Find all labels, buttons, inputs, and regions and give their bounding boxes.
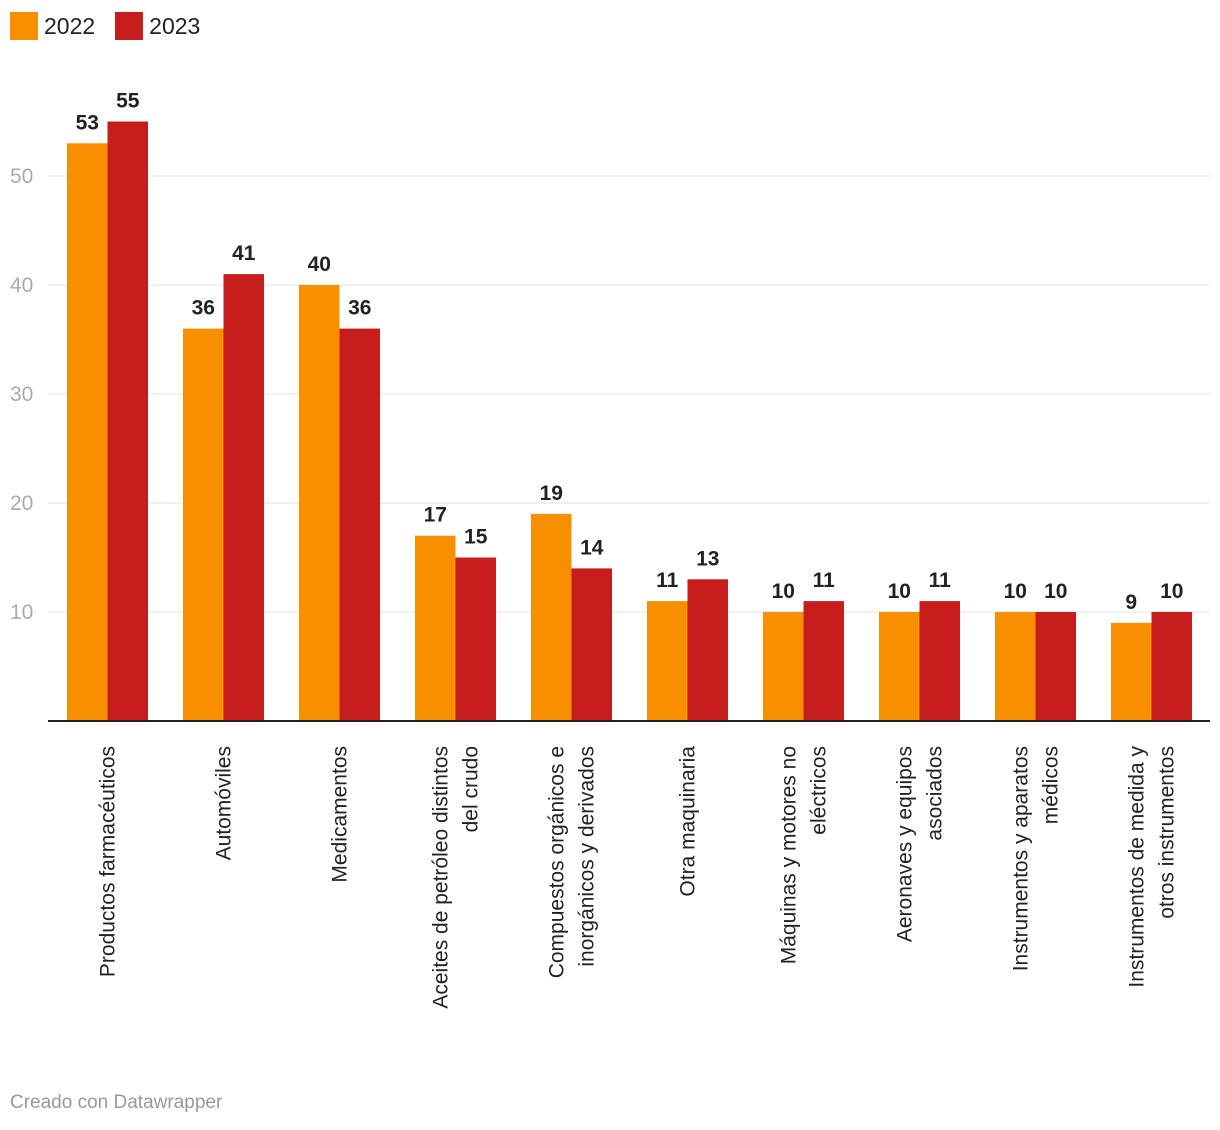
bar-2022-6 <box>763 612 804 721</box>
bar-2022-5 <box>647 601 688 721</box>
legend-swatch-2023 <box>115 12 144 40</box>
value-label-2022-2: 40 <box>308 253 331 276</box>
value-label-2022-4: 19 <box>540 482 563 505</box>
y-tick-label-20: 20 <box>10 492 33 515</box>
legend-label-2023: 2023 <box>149 12 201 39</box>
x-tick-label-4: Compuestos orgánicos e inorgánicos y deri… <box>546 746 599 978</box>
legend-swatch-2022 <box>10 12 38 40</box>
bar-2022-3 <box>415 535 456 721</box>
legend: 2022 2023 <box>10 12 200 40</box>
x-tick-label-1: Automóviles <box>213 746 236 860</box>
x-tick-label-3: Aceites de petróleo distintos del crudo <box>430 746 483 1009</box>
y-tick-label-50: 50 <box>10 165 33 188</box>
x-tick-label-9: Instrumentos de medida y otros instrument… <box>1126 746 1179 988</box>
value-label-2022-0: 53 <box>76 111 99 134</box>
bar-2022-1 <box>183 328 224 721</box>
bar-2023-5 <box>687 579 728 721</box>
footer-credit[interactable]: Creado con Datawrapper <box>10 1092 223 1113</box>
bar-2023-7 <box>919 601 960 721</box>
x-tick-label-8: Instrumentos y aparatos médicos <box>1010 746 1063 971</box>
value-label-2022-5: 11 <box>656 569 679 592</box>
x-tick-label-0: Productos farmacéuticos <box>97 746 120 977</box>
bar-2023-2 <box>339 328 380 721</box>
value-label-2022-3: 17 <box>424 504 447 527</box>
bar-2023-0 <box>107 121 148 721</box>
value-label-2022-1: 36 <box>192 297 215 320</box>
bar-2023-1 <box>223 274 264 721</box>
value-label-2023-9: 10 <box>1160 580 1183 603</box>
x-tick-label-5: Otra maquinaria <box>677 746 700 897</box>
x-tick-label-2: Medicamentos <box>329 746 352 883</box>
legend-item-2023[interactable]: 2023 <box>115 12 200 40</box>
legend-item-2022[interactable]: 2022 <box>10 12 95 40</box>
bar-2022-7 <box>879 612 920 721</box>
bar-2023-4 <box>571 568 612 721</box>
value-label-2023-2: 36 <box>348 297 371 320</box>
bar-2022-0 <box>67 143 108 722</box>
bar-2022-4 <box>531 513 572 721</box>
bar-2022-8 <box>995 612 1036 721</box>
y-tick-label-40: 40 <box>10 274 33 297</box>
x-tick-label-7: Aeronaves y equipos asociados <box>894 746 947 942</box>
value-label-2023-6: 11 <box>813 569 836 592</box>
value-label-2023-7: 11 <box>929 569 952 592</box>
value-label-2023-4: 14 <box>580 536 604 559</box>
bar-chart: 10 20 30 40 50 53 55 Productos farmacéuticos 36 4… <box>10 90 1210 1009</box>
bar-2023-9 <box>1151 612 1192 721</box>
bar-2023-8 <box>1035 612 1076 721</box>
value-label-2023-5: 13 <box>696 547 719 570</box>
x-tick-label-6: Máquinas y motores no eléctricos <box>778 746 831 964</box>
value-label-2023-8: 10 <box>1044 580 1067 603</box>
bar-2022-2 <box>299 285 340 721</box>
value-label-2022-8: 10 <box>1004 580 1027 603</box>
value-label-2022-9: 9 <box>1125 591 1137 614</box>
legend-label-2022: 2022 <box>44 12 96 39</box>
bar-2023-6 <box>803 601 844 721</box>
y-tick-label-30: 30 <box>10 383 33 406</box>
value-label-2022-7: 10 <box>888 580 911 603</box>
value-label-2022-6: 10 <box>772 580 795 603</box>
value-label-2023-1: 41 <box>232 242 256 265</box>
bar-2023-3 <box>455 557 496 721</box>
bar-2022-9 <box>1111 622 1152 721</box>
value-label-2023-0: 55 <box>116 90 140 113</box>
value-label-2023-3: 15 <box>464 526 488 549</box>
y-tick-label-10: 10 <box>10 601 33 624</box>
